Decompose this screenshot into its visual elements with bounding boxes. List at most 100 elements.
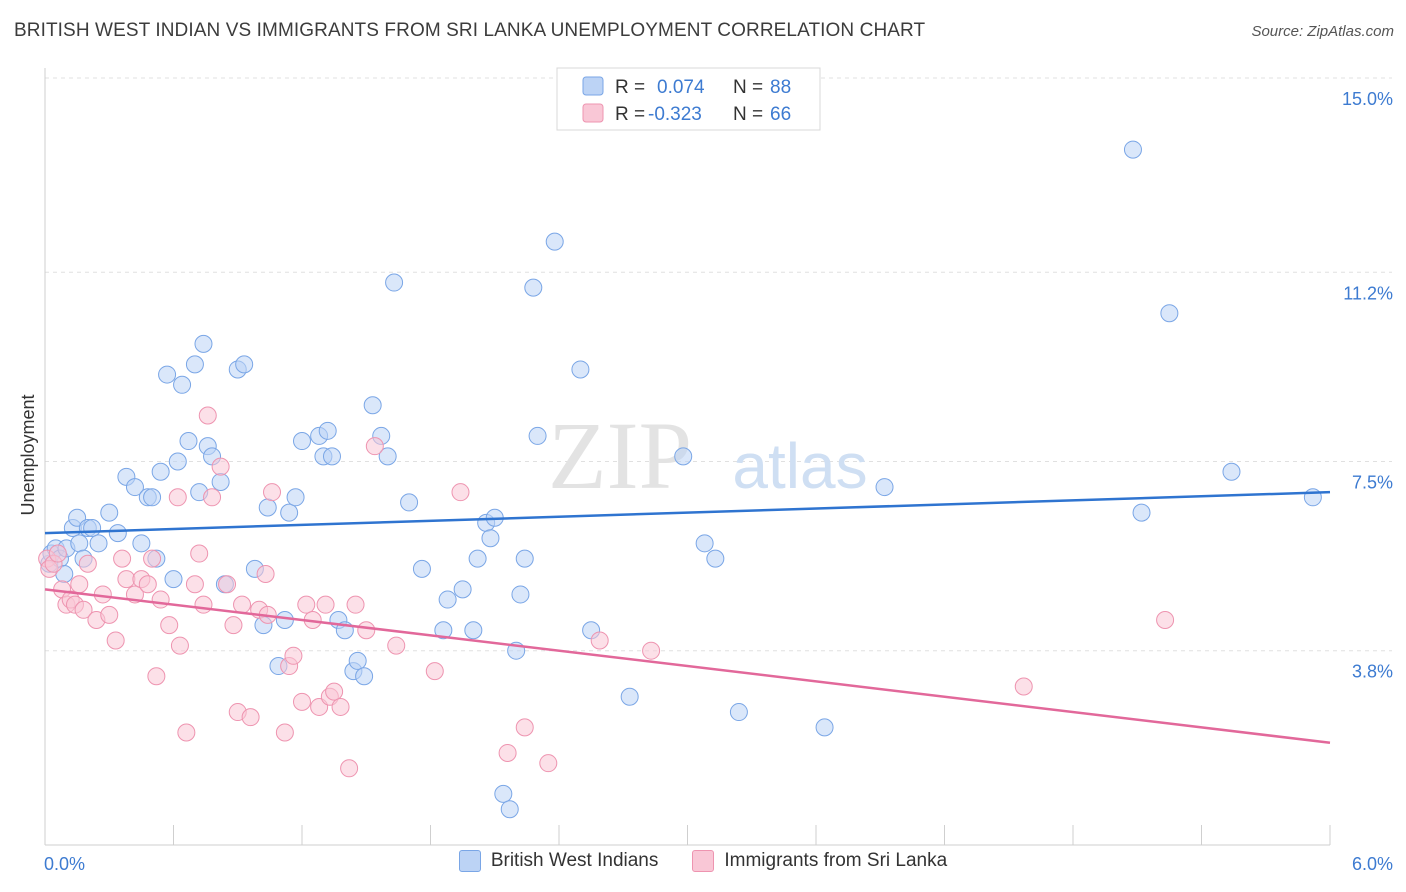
point-british-west-indians bbox=[385, 273, 404, 292]
point-sri-lanka bbox=[642, 641, 661, 660]
point-british-west-indians bbox=[464, 621, 483, 640]
point-british-west-indians bbox=[453, 580, 472, 599]
point-sri-lanka bbox=[177, 723, 196, 742]
point-sri-lanka bbox=[293, 692, 311, 711]
stats-n-label-blue: N = bbox=[733, 77, 763, 98]
point-british-west-indians bbox=[494, 784, 513, 803]
point-sri-lanka bbox=[78, 554, 97, 573]
legend-swatch-pink bbox=[692, 850, 715, 872]
point-sri-lanka bbox=[451, 483, 470, 502]
point-british-west-indians bbox=[706, 549, 725, 568]
point-british-west-indians bbox=[83, 518, 102, 537]
point-sri-lanka bbox=[147, 667, 166, 686]
point-sri-lanka bbox=[331, 697, 350, 716]
point-sri-lanka bbox=[224, 616, 243, 635]
stats-legend: R = 0.074 N = 88 R = -0.323 N = 66 bbox=[556, 67, 821, 131]
point-sri-lanka bbox=[284, 646, 303, 665]
data-points bbox=[38, 140, 1322, 819]
point-sri-lanka bbox=[316, 595, 335, 614]
point-british-west-indians bbox=[468, 549, 487, 568]
legend-label-sri-lanka: Immigrants from Sri Lanka bbox=[724, 850, 948, 871]
stats-n-label-pink: N = bbox=[733, 104, 763, 125]
point-british-west-indians bbox=[524, 278, 543, 297]
point-british-west-indians bbox=[143, 488, 162, 507]
point-sri-lanka bbox=[241, 708, 260, 727]
point-sri-lanka bbox=[340, 759, 359, 778]
point-british-west-indians bbox=[1160, 304, 1179, 323]
point-british-west-indians bbox=[528, 426, 547, 445]
point-sri-lanka bbox=[498, 743, 517, 762]
point-sri-lanka bbox=[1014, 677, 1033, 696]
point-sri-lanka bbox=[515, 718, 534, 737]
axes bbox=[44, 68, 1331, 846]
point-sri-lanka bbox=[365, 437, 384, 456]
point-sri-lanka bbox=[48, 544, 67, 563]
point-sri-lanka bbox=[198, 406, 217, 425]
point-british-west-indians bbox=[515, 549, 534, 568]
point-sri-lanka bbox=[190, 544, 209, 563]
y-tick-label: 15.0% bbox=[1342, 89, 1393, 109]
point-british-west-indians bbox=[275, 611, 294, 630]
point-british-west-indians bbox=[674, 447, 693, 466]
point-british-west-indians bbox=[481, 529, 500, 548]
point-british-west-indians bbox=[815, 718, 834, 737]
stats-legend-pink-swatch bbox=[582, 103, 604, 123]
watermark-atlas: atlas bbox=[732, 430, 867, 502]
point-sri-lanka bbox=[211, 457, 230, 476]
series-legend: British West Indians Immigrants from Sri… bbox=[0, 850, 1406, 872]
stats-r-value-blue: 0.074 bbox=[657, 77, 705, 98]
point-sri-lanka bbox=[233, 595, 252, 614]
legend-item-british-west-indians: British West Indians bbox=[458, 850, 659, 872]
legend-label-british-west-indians: British West Indians bbox=[490, 850, 659, 871]
stats-n-value-blue: 88 bbox=[770, 77, 791, 98]
point-sri-lanka bbox=[143, 549, 162, 568]
point-british-west-indians bbox=[132, 534, 151, 553]
point-sri-lanka bbox=[70, 575, 89, 594]
watermark-zip: ZIP bbox=[548, 402, 692, 509]
point-british-west-indians bbox=[438, 590, 457, 609]
x-tick-label-max: 6.0% bbox=[1352, 854, 1393, 874]
legend-item-sri-lanka: Immigrants from Sri Lanka bbox=[692, 850, 947, 872]
point-british-west-indians bbox=[179, 432, 198, 451]
point-british-west-indians bbox=[164, 570, 183, 589]
point-british-west-indians bbox=[258, 498, 277, 517]
point-british-west-indians bbox=[500, 800, 519, 819]
trend-lines bbox=[44, 490, 1331, 744]
point-british-west-indians bbox=[620, 687, 639, 706]
point-sri-lanka bbox=[590, 631, 609, 650]
point-british-west-indians bbox=[1132, 503, 1151, 522]
point-british-west-indians bbox=[400, 493, 419, 512]
point-sri-lanka bbox=[117, 570, 136, 589]
point-british-west-indians bbox=[545, 232, 564, 251]
point-british-west-indians bbox=[363, 396, 382, 415]
point-british-west-indians bbox=[286, 488, 305, 507]
point-british-west-indians bbox=[378, 447, 397, 466]
point-sri-lanka bbox=[256, 564, 275, 583]
point-sri-lanka bbox=[203, 488, 222, 507]
tick-labels: 3.8% 7.5% 11.2% 15.0% 0.0% 6.0% bbox=[44, 89, 1393, 874]
point-british-west-indians bbox=[108, 524, 127, 543]
point-british-west-indians bbox=[355, 667, 374, 686]
point-sri-lanka bbox=[275, 723, 294, 742]
point-sri-lanka bbox=[151, 590, 170, 609]
point-british-west-indians bbox=[89, 534, 108, 553]
point-sri-lanka bbox=[160, 616, 179, 635]
point-sri-lanka bbox=[425, 662, 444, 681]
point-british-west-indians bbox=[280, 503, 299, 522]
stats-legend-blue-swatch bbox=[582, 76, 604, 96]
point-british-west-indians bbox=[1123, 140, 1142, 159]
point-british-west-indians bbox=[235, 355, 254, 374]
grid-lines bbox=[45, 77, 1392, 652]
stats-n-value-pink: 66 bbox=[770, 104, 791, 125]
point-british-west-indians bbox=[151, 462, 170, 481]
point-british-west-indians bbox=[1222, 462, 1241, 481]
point-british-west-indians bbox=[293, 432, 311, 451]
point-british-west-indians bbox=[348, 651, 367, 670]
point-sri-lanka bbox=[138, 575, 157, 594]
point-british-west-indians bbox=[168, 452, 187, 471]
point-sri-lanka bbox=[74, 600, 93, 619]
trend-line-sri-lanka bbox=[44, 588, 1331, 744]
point-british-west-indians bbox=[322, 447, 341, 466]
point-sri-lanka bbox=[1156, 611, 1175, 630]
point-british-west-indians bbox=[729, 703, 748, 722]
